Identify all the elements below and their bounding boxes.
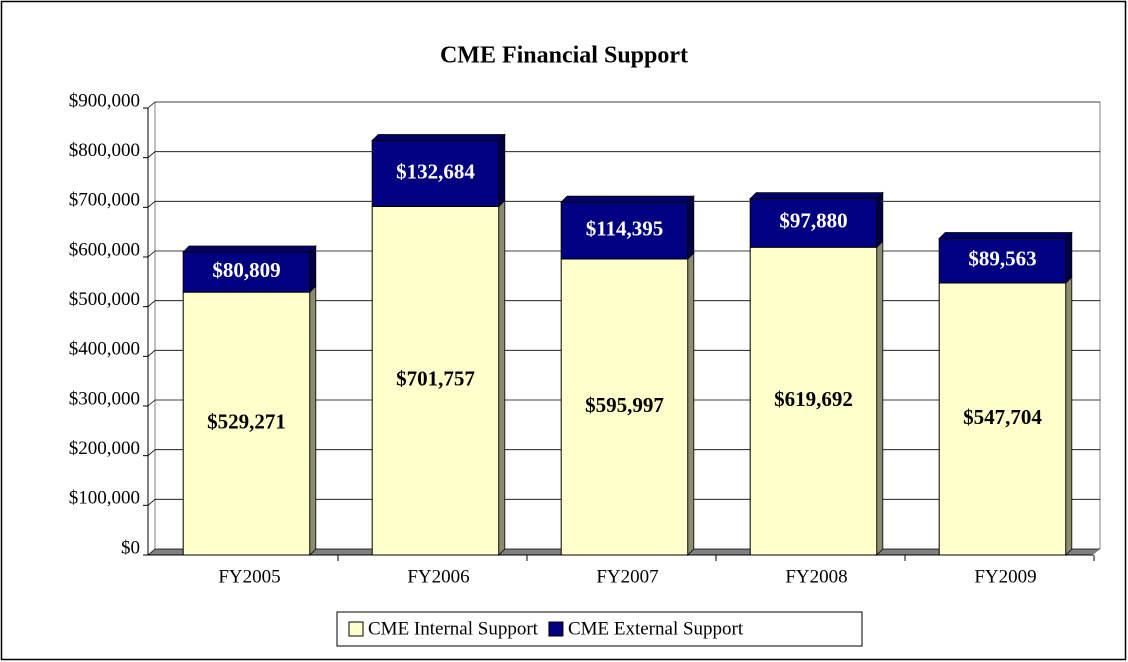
x-tick-label: FY2007 — [596, 566, 658, 587]
grid-line-side — [147, 350, 156, 357]
data-label: $80,809 — [212, 258, 280, 282]
bar-side — [876, 191, 884, 249]
bar-side — [687, 195, 695, 260]
legend-swatch — [348, 621, 364, 637]
y-tick-label: $600,000 — [69, 239, 140, 260]
y-tick-label: $300,000 — [69, 388, 140, 409]
x-tick-label: FY2009 — [974, 566, 1036, 587]
grid-line-side — [147, 151, 156, 158]
y-tick-label: $500,000 — [69, 289, 140, 310]
bar — [371, 205, 500, 556]
bar-side — [498, 199, 506, 556]
data-label: $132,684 — [396, 159, 475, 183]
bar — [182, 291, 311, 556]
bar-top — [749, 192, 884, 200]
y-tick-label: $900,000 — [69, 90, 140, 111]
data-label: $114,395 — [586, 216, 664, 240]
bar-side — [498, 133, 506, 208]
bar — [182, 251, 311, 293]
grid-line-side — [147, 399, 156, 407]
bar — [371, 140, 500, 207]
chart-title: CME Financial Support — [440, 43, 688, 69]
bar-top — [182, 245, 317, 253]
data-label: $619,692 — [774, 387, 853, 411]
legend-box — [336, 611, 863, 647]
x-tick-label: FY2008 — [785, 566, 847, 587]
grid-line-side — [147, 499, 156, 506]
y-tick-label: $100,000 — [69, 488, 140, 509]
data-label: $547,704 — [963, 405, 1042, 429]
bar-side — [876, 240, 884, 556]
bar-side — [309, 245, 317, 294]
grid-line-side — [147, 250, 156, 258]
bar-top — [371, 134, 506, 141]
y-tick-label: $400,000 — [69, 339, 140, 360]
bar — [938, 282, 1067, 556]
grid-line-side — [147, 201, 156, 208]
data-label: $595,997 — [585, 393, 664, 417]
x-tick-label: FY2005 — [218, 566, 280, 587]
data-label: $701,757 — [396, 367, 475, 391]
bar — [749, 246, 878, 556]
grid-line-side — [147, 449, 156, 456]
bar-side — [1065, 276, 1073, 556]
x-tick-label: FY2006 — [407, 566, 469, 587]
y-tick-label: $200,000 — [69, 438, 140, 459]
bar-side — [1065, 231, 1073, 284]
bar-side — [687, 252, 695, 556]
bar-top — [938, 232, 1073, 239]
grid-line-side — [147, 548, 156, 556]
bar-top — [560, 195, 695, 203]
grid-line-side — [147, 300, 156, 307]
legend-label: CME Internal Support — [368, 618, 539, 639]
y-tick-label: $700,000 — [69, 190, 140, 211]
legend-swatch — [548, 621, 564, 637]
data-label: $529,271 — [207, 409, 286, 433]
legend-label: CME External Support — [568, 618, 744, 639]
data-label: $97,880 — [779, 209, 847, 233]
y-tick-label: $800,000 — [69, 140, 140, 161]
grid-line-side — [147, 101, 156, 109]
bar — [749, 198, 878, 248]
y-tick-label: $0 — [121, 537, 140, 558]
bar-side — [309, 285, 317, 556]
data-label: $89,563 — [968, 247, 1036, 271]
